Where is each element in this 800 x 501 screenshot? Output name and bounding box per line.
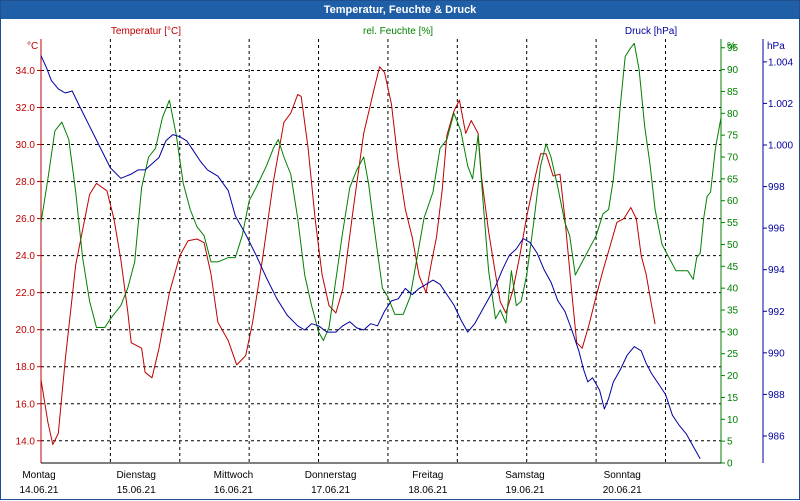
legend-pressure: Druck [hPa] [625, 26, 677, 37]
temperature-tick-label: 18.0 [16, 362, 36, 373]
pressure-tick-label: 1.002 [768, 99, 793, 110]
humidity-tick-label: 80 [727, 109, 739, 120]
pressure-tick-label: 1.000 [768, 141, 793, 152]
temperature-line [40, 66, 656, 445]
temperature-unit-label: °C [27, 41, 38, 52]
humidity-tick-label: 60 [727, 196, 739, 207]
humidity-tick-label: 10 [727, 415, 739, 426]
humidity-tick-label: 70 [727, 153, 739, 164]
temperature-tick-label: 24.0 [16, 251, 36, 262]
humidity-line [40, 42, 722, 342]
x-tick-label-date: 16.06.21 [214, 485, 253, 496]
pressure-tick-label: 1.004 [768, 57, 793, 68]
x-tick-label-weekday: Freitag [412, 470, 443, 481]
chart-legend: Temperatur [°C] rel. Feuchte [%] Druck [hP… [111, 26, 677, 37]
legend-temperature: Temperatur [°C] [111, 26, 181, 37]
temperature-tick-label: 20.0 [16, 325, 36, 336]
legend-humidity: rel. Feuchte [%] [363, 26, 433, 37]
x-tick-label-date: 18.06.21 [408, 485, 447, 496]
humidity-tick-label: 45 [727, 262, 739, 273]
humidity-tick-label: 65 [727, 174, 739, 185]
humidity-tick-label: 40 [727, 284, 739, 295]
humidity-tick-label: 15 [727, 393, 739, 404]
x-tick-label-date: 17.06.21 [311, 485, 350, 496]
humidity-tick-label: 50 [727, 240, 739, 251]
humidity-tick-label: 95 [727, 43, 739, 54]
x-tick-label-weekday: Samstag [505, 470, 544, 481]
temperature-tick-label: 30.0 [16, 140, 36, 151]
temperature-tick-label: 28.0 [16, 177, 36, 188]
temperature-tick-label: 32.0 [16, 103, 36, 114]
pressure-tick-label: 996 [768, 224, 785, 235]
humidity-tick-label: 20 [727, 371, 739, 382]
pressure-tick-label: 986 [768, 431, 785, 442]
temperature-tick-label: 16.0 [16, 399, 36, 410]
pressure-tick-label: 990 [768, 348, 785, 359]
pressure-tick-label: 988 [768, 390, 785, 401]
temperature-tick-label: 14.0 [16, 436, 36, 447]
humidity-tick-label: 30 [727, 327, 739, 338]
x-tick-label-weekday: Montag [22, 470, 55, 481]
humidity-tick-label: 85 [727, 87, 739, 98]
x-tick-label-date: 14.06.21 [20, 485, 59, 496]
humidity-tick-label: 0 [727, 459, 733, 470]
humidity-tick-label: 75 [727, 131, 739, 142]
x-tick-label-date: 15.06.21 [117, 485, 156, 496]
humidity-tick-label: 25 [727, 349, 739, 360]
humidity-unit-label: % [727, 41, 736, 52]
x-tick-label-weekday: Sonntag [604, 470, 641, 481]
temperature-tick-label: 26.0 [16, 214, 36, 225]
x-tick-label-weekday: Mittwoch [214, 470, 253, 481]
pressure-tick-label: 992 [768, 307, 785, 318]
pressure-tick-label: 994 [768, 265, 785, 276]
temperature-tick-label: 22.0 [16, 288, 36, 299]
x-tick-label-weekday: Dienstag [116, 470, 155, 481]
pressure-line [40, 55, 701, 460]
humidity-tick-label: 35 [727, 306, 739, 317]
humidity-tick-label: 90 [727, 65, 739, 76]
chart-title: Temperatur, Feuchte & Druck [1, 1, 799, 19]
pressure-unit-label: hPa [767, 41, 785, 52]
chart-axes: 14.0 16.0 18.0 20.0 22.0 24.0 26.0 28.0 30.0 32.0… [16, 39, 793, 496]
temperature-tick-label: 34.0 [16, 66, 36, 77]
x-tick-label-weekday: Donnerstag [305, 470, 357, 481]
x-tick-label-date: 20.06.21 [603, 485, 642, 496]
pressure-tick-label: 998 [768, 182, 785, 193]
humidity-tick-label: 55 [727, 218, 739, 229]
x-tick-label-date: 19.06.21 [506, 485, 545, 496]
humidity-tick-label: 5 [727, 437, 733, 448]
chart-series [40, 42, 722, 460]
